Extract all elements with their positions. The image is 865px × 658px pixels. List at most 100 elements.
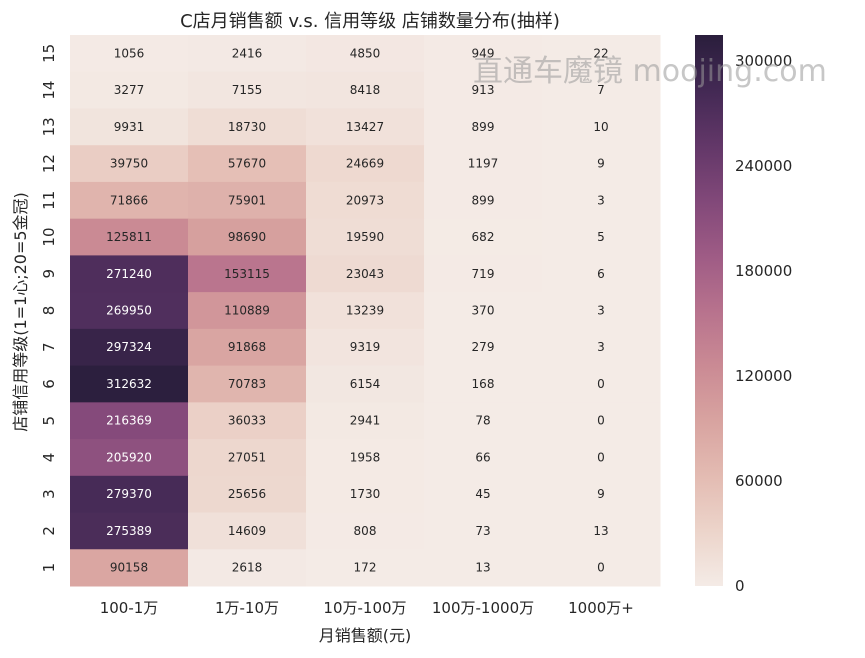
y-tick-label: 12 (40, 154, 58, 173)
heatmap-cell (188, 365, 307, 403)
cell-value-label: 1197 (468, 157, 499, 171)
heatmap-cell (306, 181, 425, 220)
heatmap-cell (70, 549, 189, 587)
cell-value-label: 4850 (350, 46, 381, 60)
y-tick-label: 8 (40, 306, 58, 316)
heatmap-cell (424, 255, 543, 293)
heatmap-cell (188, 181, 307, 220)
cell-value-label: 0 (597, 450, 605, 464)
y-tick-label: 1 (40, 563, 58, 573)
cell-value-label: 8418 (350, 83, 381, 97)
heatmap-cell (188, 475, 307, 514)
heatmap-cell (70, 181, 189, 220)
cell-value-label: 0 (597, 377, 605, 391)
cell-value-label: 899 (472, 193, 495, 207)
y-tick-label: 7 (40, 342, 58, 352)
heatmap-cell (70, 475, 189, 514)
heatmap-cell (70, 35, 189, 73)
heatmap-cell (542, 292, 661, 330)
y-tick-label: 11 (40, 191, 58, 210)
heatmap-cell (188, 145, 307, 183)
cell-value-label: 2618 (232, 561, 263, 575)
heatmap-cell (188, 292, 307, 330)
colorbar-tick-label: 120000 (735, 367, 792, 385)
cell-value-label: 808 (354, 524, 377, 538)
cell-value-label: 2941 (350, 414, 381, 428)
cell-value-label: 279 (472, 340, 495, 354)
cell-value-label: 66 (475, 450, 490, 464)
cell-value-label: 73 (475, 524, 490, 538)
heatmap-cell (306, 439, 425, 477)
cell-value-label: 913 (472, 83, 495, 97)
heatmap-cell (542, 108, 661, 146)
heatmap-cell (306, 145, 425, 183)
heatmap-cell (542, 181, 661, 220)
cell-value-label: 125811 (106, 230, 152, 244)
cell-value-label: 36033 (228, 414, 266, 428)
cell-value-label: 70783 (228, 377, 266, 391)
heatmap-cell (542, 365, 661, 403)
cell-value-label: 75901 (228, 193, 266, 207)
cell-value-label: 13 (475, 561, 490, 575)
cell-value-label: 27051 (228, 450, 266, 464)
heatmap-cell (542, 328, 661, 367)
cell-value-label: 13239 (346, 304, 384, 318)
cell-value-label: 719 (472, 267, 495, 281)
chart-title: C店月销售额 v.s. 信用等级 店铺数量分布(抽样) (180, 11, 560, 32)
heatmap-cell (424, 71, 543, 109)
heatmap-cell (542, 475, 661, 514)
y-tick-label: 14 (40, 81, 58, 100)
heatmap-cell (306, 402, 425, 440)
cell-value-label: 9319 (350, 340, 381, 354)
x-tick-label: 1000万+ (568, 599, 634, 617)
heatmap-cell (70, 218, 189, 256)
cell-value-label: 1958 (350, 450, 381, 464)
cell-value-label: 13 (593, 524, 608, 538)
heatmap-cell (70, 402, 189, 440)
cell-value-label: 3277 (114, 83, 145, 97)
y-tick-label: 5 (40, 416, 58, 426)
colorbar-tick-label: 0 (735, 577, 745, 595)
heatmap-cell (306, 328, 425, 367)
x-tick-label: 10万-100万 (323, 599, 406, 617)
cell-value-label: 205920 (106, 450, 152, 464)
cell-value-label: 1730 (350, 487, 381, 501)
cell-value-label: 5 (597, 230, 605, 244)
heatmap-cell (306, 35, 425, 73)
heatmap-cell (424, 145, 543, 183)
heatmap-cell (424, 35, 543, 73)
cell-value-label: 7155 (232, 83, 263, 97)
y-tick-label: 10 (40, 227, 58, 246)
cell-value-label: 71866 (110, 193, 148, 207)
cell-value-label: 39750 (110, 157, 148, 171)
heatmap-cell (70, 328, 189, 367)
heatmap-cell (70, 439, 189, 477)
heatmap-cell (306, 365, 425, 403)
cell-value-label: 7 (597, 83, 605, 97)
colorbar-tick-label: 240000 (735, 157, 792, 175)
colorbar-ticks: 0 60000 120000 180000 240000 300000 (735, 52, 792, 595)
heatmap-cell (70, 365, 189, 403)
heatmap-cell (306, 218, 425, 256)
cell-value-label: 3 (597, 340, 605, 354)
heatmap-cell (188, 439, 307, 477)
heatmap-cell (424, 475, 543, 514)
y-tick-label: 2 (40, 526, 58, 536)
heatmap-cell (424, 292, 543, 330)
heatmap-cell (306, 475, 425, 514)
heatmap-cell (70, 71, 189, 109)
cell-value-label: 949 (472, 46, 495, 60)
heatmap-cell (424, 439, 543, 477)
heatmap-cell (306, 71, 425, 109)
heatmap-cell (188, 402, 307, 440)
heatmap-cell (188, 255, 307, 293)
heatmap-cell (542, 402, 661, 440)
cell-value-label: 899 (472, 120, 495, 134)
heatmap-cell (188, 108, 307, 146)
cell-value-label: 22 (593, 46, 608, 60)
heatmap-cell (188, 328, 307, 367)
cell-value-label: 6 (597, 267, 605, 281)
cell-value-label: 23043 (346, 267, 384, 281)
heatmap-cell (542, 145, 661, 183)
